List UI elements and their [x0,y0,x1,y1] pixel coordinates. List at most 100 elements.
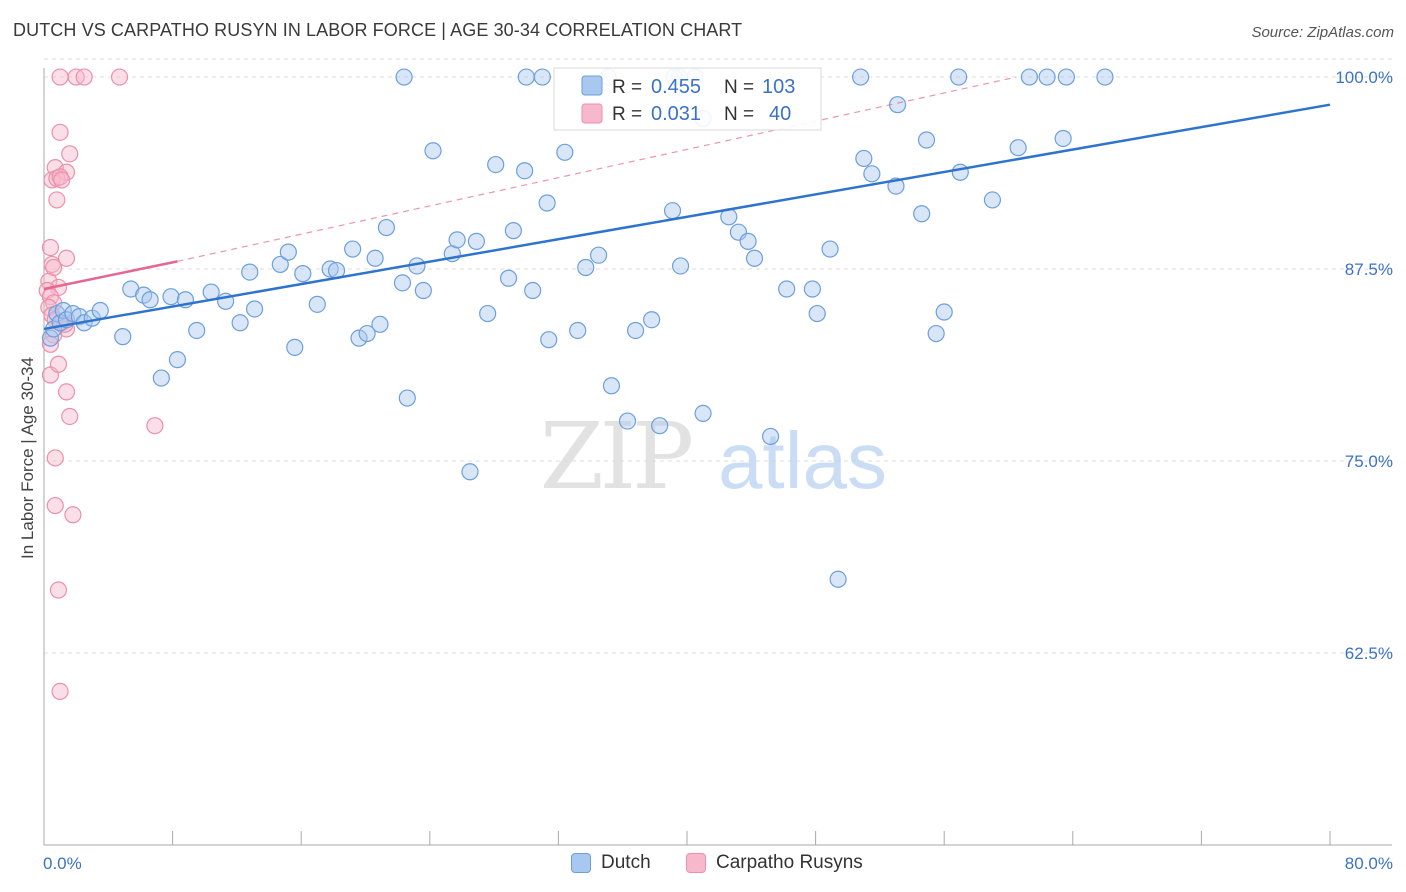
dutch-point [663,202,682,220]
dutch-point [241,263,259,281]
dutch-point [538,194,556,212]
dutch-point [761,427,780,446]
y-tick-label: 87.5% [1345,260,1393,279]
dutch-point [589,246,608,264]
dutch-point [114,328,132,346]
dutch-point [917,131,936,149]
rusyn-point [51,682,69,701]
stats-n-label-rusyn: N = [724,104,754,125]
y-tick-label: 75.0% [1345,452,1393,471]
stats-r-value-dutch: 0.455 [651,76,701,98]
dutch-point [168,351,187,369]
dutch-point [499,269,518,287]
dutch-point [245,300,264,318]
dutch-point [694,404,712,423]
dutch-point [778,280,796,298]
dutch-point [950,68,968,86]
dutch-point [516,162,534,180]
x-tick-label-min: 0.0% [43,854,82,873]
dutch-point [855,149,873,168]
dutch-point [533,68,551,86]
rusyn-point [46,449,64,467]
rusyn-point [51,123,69,141]
watermark-zip: ZIP [540,403,691,510]
dutch-point [188,321,206,340]
legend-item-carpatho-rusyns[interactable]: Carpatho Rusyns [686,852,863,874]
dutch-point [294,265,312,283]
dutch-point [1038,68,1056,86]
rusyn-point [61,145,79,163]
dutch-point [395,68,413,86]
dutch-point [1054,129,1072,148]
dutch-point [358,324,376,343]
dutch-point [517,68,535,86]
dutch-point [279,243,297,261]
dutch-point [393,274,412,292]
dutch-point [41,329,60,347]
legend-item-dutch[interactable]: Dutch [571,852,651,874]
source-credit: Source: ZipAtlas.com [1251,24,1394,41]
dutch-point [927,324,945,343]
stats-r-label-dutch: R = [612,77,642,98]
stats-n-label-dutch: N = [724,77,754,98]
dutch-point [271,255,289,274]
dutch-point [350,329,368,347]
dutch-point [1009,139,1027,157]
dutch-point [852,68,870,86]
dutch-point [286,338,304,356]
rusyn-point [49,581,68,599]
dutch-point [739,232,757,250]
dutch-point [651,417,669,435]
dutch-point [377,218,395,237]
dutch-point [467,232,486,250]
rusyn-point [41,238,60,257]
stats-legend: R = 0.455 N = 103 R = 0.031 N = 40 [553,67,822,131]
dutch-point [366,249,384,267]
dutch-point [162,288,180,306]
stats-legend-dutch-swatch [581,75,603,96]
dutch-point [626,321,645,340]
dutch-point [821,240,839,258]
dutch-point [424,142,442,160]
carpatho-rusyn-points [38,68,164,701]
watermark-atlas: atlas [718,416,887,505]
dutch-point [344,240,362,258]
stats-r-label-rusyn: R = [612,104,642,125]
dutch-point [569,321,587,340]
dutch-point [1096,68,1114,86]
y-tick-label: 100.0% [1335,68,1393,87]
dutch-point [524,281,542,300]
stats-legend-rusyn-swatch [581,103,603,124]
dutch-point [643,311,661,329]
rusyn-point [48,191,66,209]
rusyn-point [49,355,68,373]
dutch-point [745,249,764,267]
dutch-point [308,295,326,313]
stats-n-value-rusyn: 40 [769,103,791,125]
dutch-point [602,377,621,395]
rusyn-point [146,417,164,435]
dutch-point [829,570,847,588]
stats-n-value-dutch: 103 [762,76,795,98]
rusyn-point [110,68,129,86]
rusyn-point [51,68,69,86]
rusyn-point [46,496,64,515]
dutch-point [1020,68,1038,86]
rusyn-trend-extension [177,76,1017,262]
dutch-point [461,463,479,481]
dutch-point [618,412,637,430]
dutch-point [540,331,558,349]
chart-title: DUTCH VS CARPATHO RUSYN IN LABOR FORCE |… [13,20,743,40]
rusyn-point [64,506,82,524]
axis-layer [43,68,1392,846]
dutch-point [152,369,170,387]
dutch-point [448,231,466,249]
legend-swatch-dutch [571,853,591,873]
dutch-point [808,304,826,323]
legend-label-dutch: Dutch [601,852,651,873]
dutch-point [803,280,821,298]
dutch-point [371,315,389,333]
legend-swatch-carpatho-rusyns [686,853,706,873]
rusyn-trend-line [43,260,178,291]
